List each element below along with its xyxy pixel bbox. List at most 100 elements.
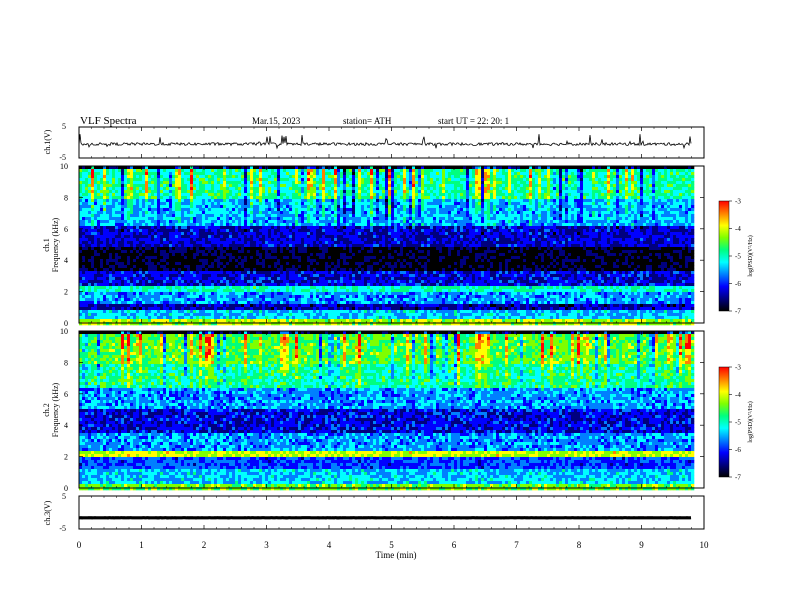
spectrogram-cell	[82, 223, 85, 226]
spectrogram-cell	[313, 280, 316, 283]
spectrogram-cell	[205, 319, 208, 322]
spectrogram-cell	[340, 244, 343, 247]
spectrogram-cell	[94, 235, 97, 238]
spectrogram-cell	[325, 199, 328, 202]
spectrogram-cell	[343, 250, 346, 253]
spectrogram-cell	[298, 268, 301, 271]
spectrogram-cell	[103, 292, 106, 295]
spectrogram-cell	[133, 256, 136, 259]
spectrogram-cell	[217, 286, 220, 289]
spectrogram-cell	[304, 190, 307, 193]
spectrogram-cell	[172, 250, 175, 253]
spectrogram-cell	[334, 202, 337, 205]
spectrogram-cell	[349, 301, 352, 304]
spectrogram-cell	[307, 232, 310, 235]
spectrogram-cell	[160, 316, 163, 319]
spectrogram-cell	[199, 298, 202, 301]
spectrogram-cell	[337, 184, 340, 187]
spectrogram-cell	[220, 274, 223, 277]
spectrogram-cell	[88, 298, 91, 301]
spectrogram-cell	[169, 226, 172, 229]
spectrogram-cell	[118, 220, 121, 223]
spectrogram-cell	[103, 316, 106, 319]
spectrogram-cell	[289, 202, 292, 205]
spectrogram-cell	[268, 214, 271, 217]
spectrogram-cell	[199, 211, 202, 214]
spectrogram-cell	[88, 223, 91, 226]
spectrogram-cell	[202, 313, 205, 316]
spectrogram-cell	[286, 223, 289, 226]
spectrogram-cell	[286, 238, 289, 241]
spectrogram-cell	[106, 181, 109, 184]
spectrogram-cell	[139, 313, 142, 316]
spectrogram-cell	[271, 187, 274, 190]
spectrogram-cell	[160, 292, 163, 295]
spectrogram-cell	[277, 304, 280, 307]
spectrogram-cell	[88, 280, 91, 283]
spectrogram-cell	[91, 304, 94, 307]
spectrogram-cell	[175, 196, 178, 199]
spectrogram-cell	[259, 178, 262, 181]
spectrogram-cell	[289, 187, 292, 190]
spectrogram-cell	[331, 214, 334, 217]
spectrogram-cell	[136, 310, 139, 313]
spectrogram-cell	[121, 178, 124, 181]
spectrogram-cell	[103, 190, 106, 193]
spectrogram-cell	[232, 244, 235, 247]
spectrogram-cell	[160, 283, 163, 286]
spectrogram-cell	[235, 241, 238, 244]
spectrogram-cell	[172, 181, 175, 184]
spectrogram-cell	[265, 280, 268, 283]
spectrogram-cell	[253, 313, 256, 316]
spectrogram-cell	[286, 289, 289, 292]
spectrogram-cell	[148, 214, 151, 217]
spectrogram-cell	[88, 283, 91, 286]
spectrogram-cell	[262, 295, 265, 298]
spectrogram-cell	[157, 190, 160, 193]
spectrogram-cell	[226, 223, 229, 226]
spectrogram-cell	[346, 217, 349, 220]
spectrogram-cell	[292, 169, 295, 172]
spectrogram-cell	[196, 172, 199, 175]
spectrogram-cell	[283, 244, 286, 247]
spectrogram-cell	[349, 295, 352, 298]
spectrogram-cell	[100, 172, 103, 175]
spectrogram-cell	[88, 208, 91, 211]
spectrogram-cell	[223, 199, 226, 202]
spectrogram-cell	[190, 187, 193, 190]
spectrogram-cell	[280, 235, 283, 238]
spectrogram-cell	[334, 241, 337, 244]
spectrogram-cell	[334, 214, 337, 217]
spectrogram-cell	[94, 220, 97, 223]
spectrogram-cell	[328, 298, 331, 301]
spectrogram-cell	[88, 316, 91, 319]
spectrogram-cell	[283, 301, 286, 304]
spectrogram-cell	[193, 280, 196, 283]
spectrogram-cell	[262, 184, 265, 187]
spectrogram-cell	[268, 193, 271, 196]
spectrogram-cell	[316, 247, 319, 250]
spectrogram-cell	[289, 199, 292, 202]
spectrogram-cell	[346, 241, 349, 244]
spectrogram-cell	[307, 250, 310, 253]
spectrogram-cell	[295, 199, 298, 202]
spectrogram-cell	[271, 256, 274, 259]
spectrogram-cell	[172, 292, 175, 295]
spectrogram-cell	[259, 232, 262, 235]
spectrogram-cell	[277, 205, 280, 208]
spectrogram-cell	[175, 307, 178, 310]
spectrogram-cell	[106, 232, 109, 235]
spectrogram-cell	[250, 298, 253, 301]
spectrogram-cell	[190, 223, 193, 226]
spectrogram-cell	[181, 286, 184, 289]
spectrogram-cell	[352, 256, 355, 259]
spectrogram-cell	[286, 205, 289, 208]
spectrogram-cell	[88, 241, 91, 244]
spectrogram-cell	[331, 178, 334, 181]
spectrogram-cell	[217, 193, 220, 196]
spectrogram-cell	[100, 175, 103, 178]
spectrogram-cell	[112, 268, 115, 271]
spectrogram-cell	[166, 247, 169, 250]
spectrogram-cell	[322, 211, 325, 214]
spectrogram-cell	[139, 310, 142, 313]
